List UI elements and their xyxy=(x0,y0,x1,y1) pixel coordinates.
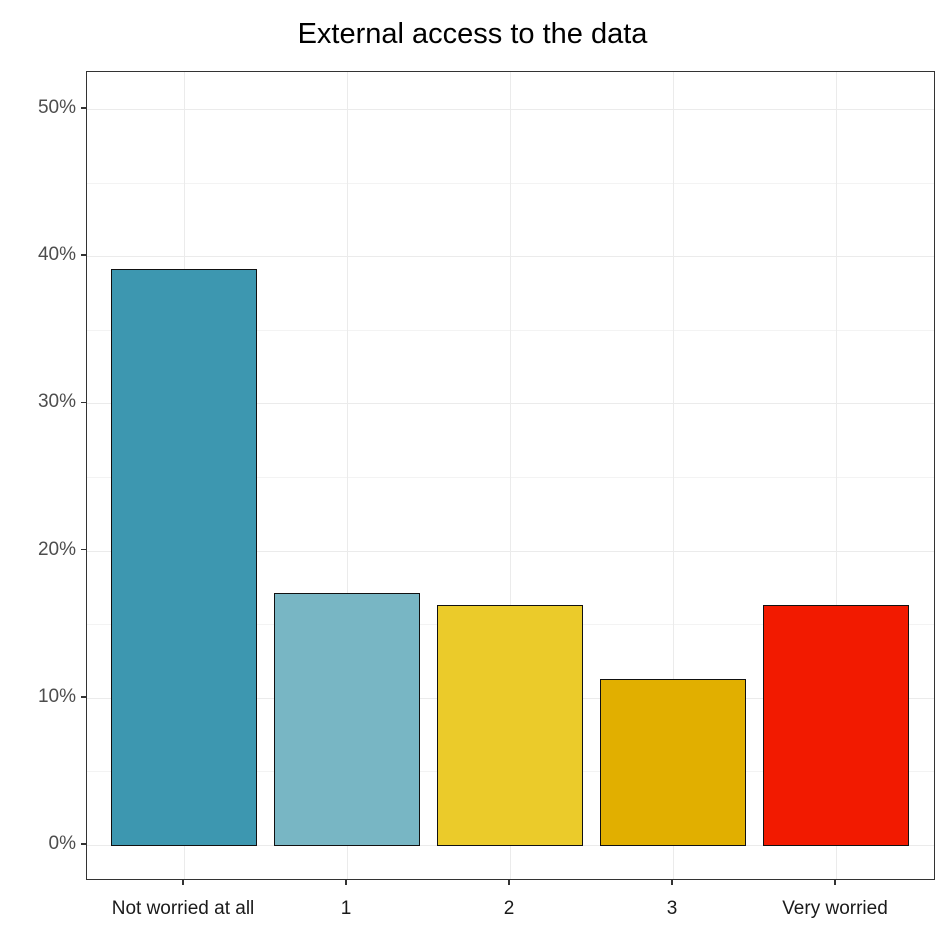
plot-panel xyxy=(86,71,935,880)
x-tick xyxy=(671,880,673,885)
y-tick xyxy=(81,843,86,845)
x-tick xyxy=(834,880,836,885)
x-tick xyxy=(182,880,184,885)
x-tick xyxy=(345,880,347,885)
y-tick-label: 0% xyxy=(48,833,76,854)
x-tick-label: 2 xyxy=(503,898,515,919)
bar-very-worried xyxy=(763,605,909,846)
y-tick xyxy=(81,107,86,109)
y-tick xyxy=(81,254,86,256)
bar-3 xyxy=(600,678,746,846)
x-tick-label: Not worried at all xyxy=(111,898,255,919)
y-tick xyxy=(81,548,86,551)
y-tick-label: 20% xyxy=(37,538,76,560)
gridline-vertical xyxy=(510,72,511,879)
y-tick xyxy=(81,401,86,404)
y-tick-label: 10% xyxy=(37,685,76,707)
gridline-vertical xyxy=(836,72,837,879)
bar-2 xyxy=(437,605,583,846)
x-tick xyxy=(508,880,510,885)
gridline-vertical xyxy=(673,72,674,879)
chart-title: External access to the data xyxy=(297,18,648,50)
x-tick-label: 1 xyxy=(340,898,352,919)
gridline-vertical xyxy=(347,72,348,879)
y-tick-label: 50% xyxy=(37,97,76,118)
y-tick-label: 40% xyxy=(37,244,76,266)
y-tick-label: 30% xyxy=(37,391,76,413)
bar-1 xyxy=(274,593,420,846)
x-tick-label: Very worried xyxy=(782,898,888,919)
y-tick xyxy=(81,696,86,698)
x-tick-label: 3 xyxy=(666,898,678,919)
bar-not-worried-at-all xyxy=(111,269,257,846)
